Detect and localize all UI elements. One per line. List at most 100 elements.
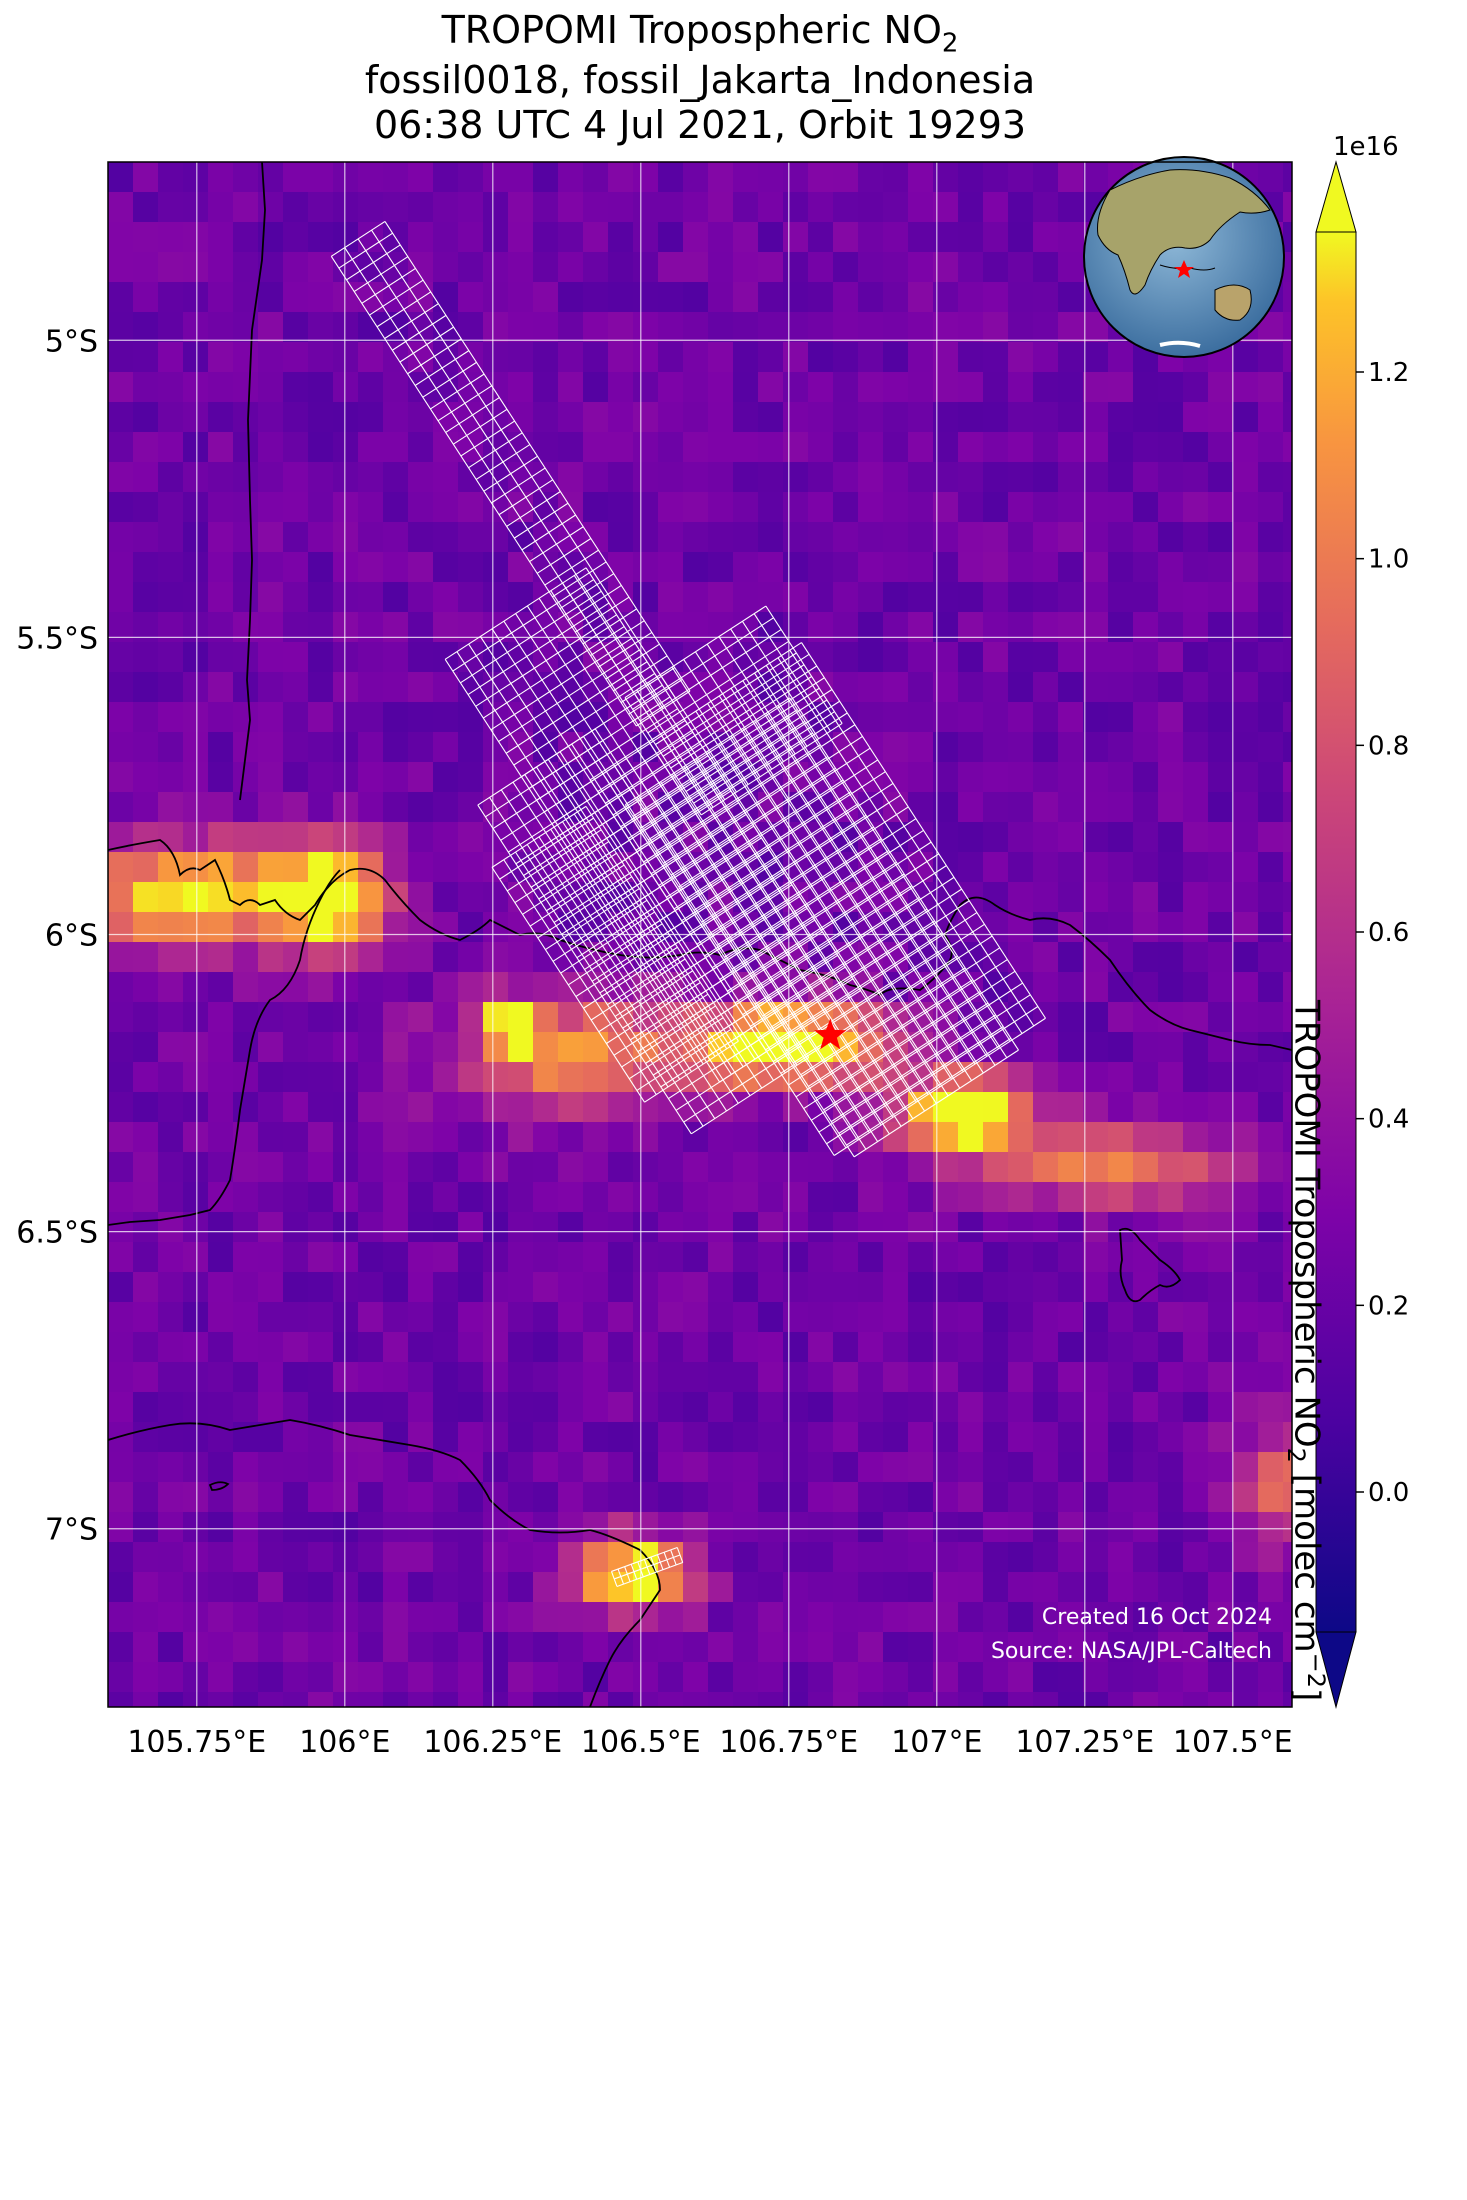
no2-pixel <box>658 1422 684 1453</box>
no2-pixel <box>1208 1152 1234 1183</box>
no2-pixel <box>1033 1062 1059 1093</box>
no2-pixel <box>1033 1212 1059 1243</box>
no2-pixel <box>308 372 334 403</box>
no2-pixel <box>358 1002 384 1033</box>
no2-pixel <box>1283 282 1292 313</box>
no2-pixel <box>333 372 359 403</box>
no2-pixel <box>283 1212 309 1243</box>
no2-pixel <box>483 942 509 973</box>
no2-pixel <box>683 1572 709 1603</box>
no2-pixel <box>1183 492 1209 523</box>
no2-pixel <box>908 282 934 313</box>
no2-pixel <box>358 1122 384 1153</box>
no2-pixel <box>808 1452 834 1483</box>
no2-pixel <box>333 522 359 553</box>
no2-pixel <box>383 582 409 613</box>
no2-pixel <box>383 1602 409 1633</box>
no2-pixel <box>1083 792 1109 823</box>
no2-pixel <box>733 402 759 433</box>
no2-pixel <box>258 942 284 973</box>
no2-pixel <box>1208 1362 1234 1393</box>
no2-pixel <box>1008 522 1034 553</box>
no2-pixel <box>1183 912 1209 943</box>
no2-pixel <box>1208 972 1234 1003</box>
no2-pixel <box>283 1272 309 1303</box>
no2-pixel <box>683 492 709 523</box>
no2-pixel <box>1183 732 1209 763</box>
no2-pixel <box>433 1512 459 1543</box>
no2-pixel <box>1133 972 1159 1003</box>
no2-pixel <box>383 762 409 793</box>
no2-pixel <box>1208 1662 1234 1693</box>
no2-pixel <box>258 1692 284 1707</box>
no2-pixel <box>358 402 384 433</box>
no2-pixel <box>233 642 259 673</box>
no2-pixel <box>1233 492 1259 523</box>
no2-pixel <box>1283 552 1292 583</box>
no2-pixel <box>533 1362 559 1393</box>
no2-pixel <box>383 1362 409 1393</box>
no2-pixel <box>1108 1572 1134 1603</box>
no2-pixel <box>758 1332 784 1363</box>
no2-pixel <box>733 1542 759 1573</box>
no2-pixel <box>183 522 209 553</box>
no2-pixel <box>883 642 909 673</box>
no2-pixel <box>408 822 434 853</box>
no2-pixel <box>308 942 334 973</box>
no2-pixel <box>308 1062 334 1093</box>
no2-pixel <box>383 1032 409 1063</box>
no2-pixel <box>1033 1512 1059 1543</box>
no2-pixel <box>783 1482 809 1513</box>
no2-pixel <box>1008 1632 1034 1663</box>
no2-pixel <box>983 1692 1009 1707</box>
no2-pixel <box>208 462 234 493</box>
no2-pixel <box>1158 582 1184 613</box>
no2-pixel <box>783 1452 809 1483</box>
no2-pixel <box>1258 702 1284 733</box>
no2-pixel <box>808 1572 834 1603</box>
footprint-strip <box>624 697 1019 1158</box>
no2-pixel <box>1058 1002 1084 1033</box>
no2-pixel <box>108 1542 134 1573</box>
no2-pixel <box>1008 702 1034 733</box>
no2-pixel <box>1183 522 1209 553</box>
no2-pixel <box>1233 942 1259 973</box>
no2-pixel <box>683 1272 709 1303</box>
no2-pixel <box>208 1482 234 1513</box>
no2-pixel <box>508 1062 534 1093</box>
no2-pixel <box>908 1602 934 1633</box>
no2-pixel <box>1283 1002 1292 1033</box>
no2-pixel <box>158 942 184 973</box>
no2-pixel <box>383 882 409 913</box>
no2-pixel <box>733 252 759 283</box>
no2-pixel <box>658 312 684 343</box>
no2-pixel <box>433 1662 459 1693</box>
no2-pixel <box>433 1632 459 1663</box>
no2-pixel <box>1258 1332 1284 1363</box>
no2-pixel <box>283 1242 309 1273</box>
no2-pixel <box>758 1572 784 1603</box>
no2-pixel <box>583 1272 609 1303</box>
no2-pixel <box>833 1482 859 1513</box>
no2-pixel <box>1183 1392 1209 1423</box>
no2-pixel <box>483 1332 509 1363</box>
no2-pixel <box>458 582 484 613</box>
no2-pixel <box>458 1062 484 1093</box>
no2-pixel <box>183 552 209 583</box>
no2-pixel <box>508 852 534 883</box>
no2-pixel <box>408 1332 434 1363</box>
no2-pixel <box>783 1272 809 1303</box>
no2-pixel <box>758 1662 784 1693</box>
no2-pixel <box>133 1242 159 1273</box>
no2-pixel <box>1008 312 1034 343</box>
no2-pixel <box>1133 1152 1159 1183</box>
no2-pixel <box>958 402 984 433</box>
no2-pixel <box>183 1632 209 1663</box>
no2-pixel <box>1158 1602 1184 1633</box>
no2-pixel <box>758 1092 784 1123</box>
no2-pixel <box>508 162 534 193</box>
no2-pixel <box>583 552 609 583</box>
no2-pixel <box>783 1602 809 1633</box>
no2-pixel <box>183 1572 209 1603</box>
no2-pixel <box>533 192 559 223</box>
